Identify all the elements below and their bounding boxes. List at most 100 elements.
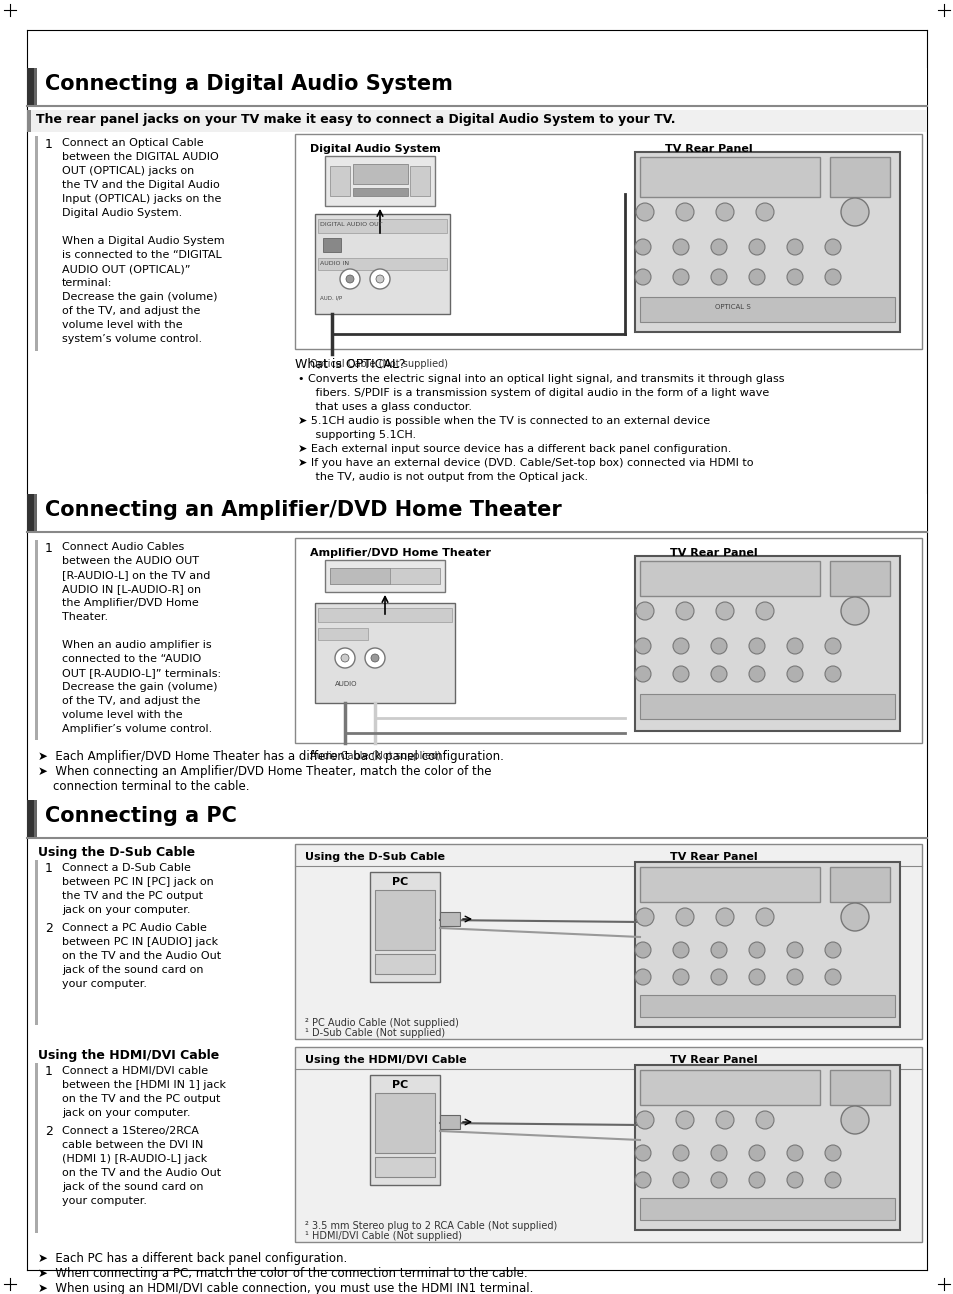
Circle shape [635, 638, 650, 653]
Text: 1: 1 [45, 138, 52, 151]
Circle shape [824, 239, 841, 255]
Text: ➤  When connecting an Amplifier/DVD Home Theater, match the color of the: ➤ When connecting an Amplifier/DVD Home … [38, 765, 491, 778]
Text: terminal:: terminal: [62, 278, 112, 289]
Circle shape [755, 203, 773, 221]
Text: the TV, audio is not output from the Optical jack.: the TV, audio is not output from the Opt… [305, 472, 587, 481]
Circle shape [672, 1145, 688, 1161]
Circle shape [824, 269, 841, 285]
Circle shape [635, 239, 650, 255]
Text: supporting 5.1CH.: supporting 5.1CH. [305, 430, 416, 440]
Text: • Converts the electric signal into an optical light signal, and transmits it th: • Converts the electric signal into an o… [297, 374, 783, 384]
Circle shape [710, 666, 726, 682]
Bar [639, 1070, 820, 1105]
Bar [439, 912, 459, 927]
Circle shape [676, 908, 693, 927]
Bar [330, 568, 439, 584]
Circle shape [636, 908, 654, 927]
Text: Connect an Optical Cable: Connect an Optical Cable [62, 138, 203, 148]
Bar [829, 157, 889, 197]
Circle shape [748, 942, 764, 958]
Bar [635, 151, 899, 333]
Circle shape [841, 597, 868, 625]
Text: ➤  When using an HDMI/DVI cable connection, you must use the HDMI IN1 terminal.: ➤ When using an HDMI/DVI cable connectio… [38, 1282, 533, 1294]
Text: connected to the “AUDIO: connected to the “AUDIO [62, 653, 201, 664]
Bar [27, 800, 34, 839]
Bar [35, 861, 38, 1025]
Text: Connecting an Amplifier/DVD Home Theater: Connecting an Amplifier/DVD Home Theater [45, 499, 561, 520]
Bar [294, 1047, 921, 1242]
Circle shape [710, 239, 726, 255]
Text: the TV and the PC output: the TV and the PC output [62, 892, 203, 901]
Circle shape [748, 269, 764, 285]
Text: ² 3.5 mm Stereo plug to 2 RCA Cable (Not supplied): ² 3.5 mm Stereo plug to 2 RCA Cable (Not… [305, 1222, 557, 1231]
Bar [829, 1070, 889, 1105]
Bar [375, 1093, 435, 1153]
Circle shape [672, 638, 688, 653]
Text: TV Rear Panel: TV Rear Panel [669, 1055, 757, 1065]
Bar [639, 157, 820, 197]
Circle shape [635, 269, 650, 285]
Text: ¹ D-Sub Cable (Not supplied): ¹ D-Sub Cable (Not supplied) [305, 1027, 445, 1038]
Bar [375, 890, 435, 950]
Circle shape [748, 969, 764, 985]
Bar [27, 110, 926, 132]
Bar [639, 867, 820, 902]
Text: PC: PC [392, 877, 408, 886]
Circle shape [636, 1112, 654, 1128]
Text: Digital Audio System: Digital Audio System [310, 144, 440, 154]
Circle shape [340, 653, 349, 663]
Bar [829, 867, 889, 902]
Text: Connecting a Digital Audio System: Connecting a Digital Audio System [45, 74, 453, 94]
Text: Optical Cable (Not supplied): Optical Cable (Not supplied) [310, 358, 448, 369]
Bar [639, 995, 894, 1017]
Text: When a Digital Audio System: When a Digital Audio System [62, 236, 224, 246]
Bar [317, 608, 452, 622]
Text: The rear panel jacks on your TV make it easy to connect a Digital Audio System t: The rear panel jacks on your TV make it … [36, 113, 675, 126]
Circle shape [786, 1172, 802, 1188]
Text: your computer.: your computer. [62, 980, 147, 989]
Text: AUDIO IN [L-AUDIO-R] on: AUDIO IN [L-AUDIO-R] on [62, 584, 201, 594]
Text: Connect a 1Stereo/2RCA: Connect a 1Stereo/2RCA [62, 1126, 198, 1136]
Bar [27, 69, 926, 106]
Text: jack of the sound card on: jack of the sound card on [62, 965, 203, 974]
Text: 1: 1 [45, 1065, 52, 1078]
Text: fibers. S/PDIF is a transmission system of digital audio in the form of a light : fibers. S/PDIF is a transmission system … [305, 388, 768, 399]
Circle shape [824, 1172, 841, 1188]
Bar [27, 69, 34, 106]
Circle shape [710, 1145, 726, 1161]
Circle shape [786, 638, 802, 653]
Circle shape [824, 638, 841, 653]
Text: Using the D-Sub Cable: Using the D-Sub Cable [305, 851, 444, 862]
Bar [27, 494, 926, 532]
Circle shape [716, 1112, 733, 1128]
Bar [375, 954, 435, 974]
Text: ² PC Audio Cable (Not supplied): ² PC Audio Cable (Not supplied) [305, 1018, 458, 1027]
Bar [34, 800, 37, 839]
Text: Using the HDMI/DVI Cable: Using the HDMI/DVI Cable [305, 1055, 466, 1065]
Bar [323, 238, 340, 252]
Text: Input (OPTICAL) jacks on the: Input (OPTICAL) jacks on the [62, 194, 221, 204]
Bar [370, 872, 439, 982]
Bar [635, 1065, 899, 1231]
Text: ➤ Each external input source device has a different back panel configuration.: ➤ Each external input source device has … [297, 444, 731, 454]
Circle shape [635, 1145, 650, 1161]
Circle shape [786, 1145, 802, 1161]
Text: between the AUDIO OUT: between the AUDIO OUT [62, 556, 199, 565]
Text: ➤  Each PC has a different back panel configuration.: ➤ Each PC has a different back panel con… [38, 1253, 347, 1266]
Circle shape [824, 666, 841, 682]
Circle shape [748, 1172, 764, 1188]
Circle shape [346, 276, 354, 283]
Bar [639, 298, 894, 322]
Circle shape [755, 602, 773, 620]
Bar [294, 844, 921, 1039]
Bar [325, 157, 435, 206]
Text: cable between the DVI IN: cable between the DVI IN [62, 1140, 203, 1150]
Circle shape [335, 648, 355, 668]
Text: ➤  Each Amplifier/DVD Home Theater has a different back panel configuration.: ➤ Each Amplifier/DVD Home Theater has a … [38, 751, 503, 763]
Circle shape [716, 203, 733, 221]
Text: between the [HDMI IN 1] jack: between the [HDMI IN 1] jack [62, 1080, 226, 1090]
Bar [317, 219, 447, 233]
Circle shape [635, 666, 650, 682]
Bar [35, 1062, 38, 1233]
Circle shape [636, 203, 654, 221]
